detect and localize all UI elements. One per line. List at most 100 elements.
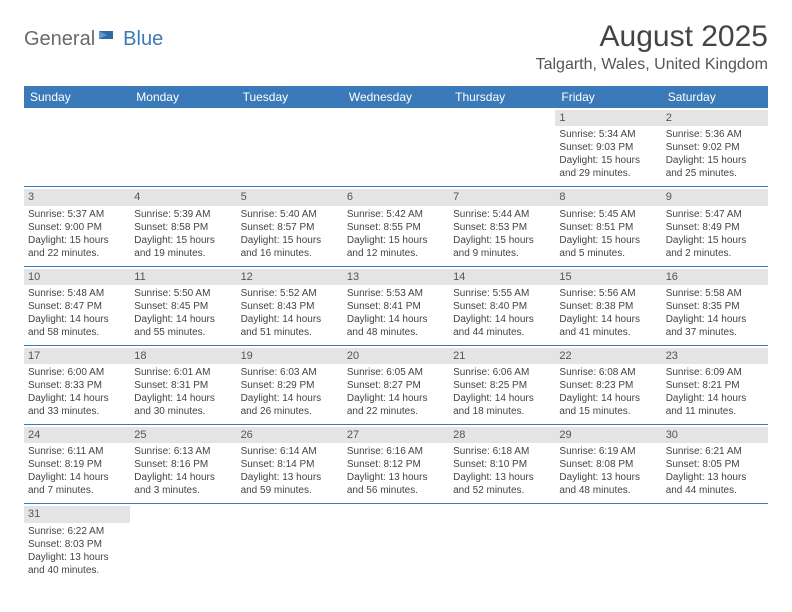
day-number: 25 bbox=[130, 427, 236, 443]
calendar-cell bbox=[449, 108, 555, 187]
day-detail-line: Sunrise: 5:39 AM bbox=[134, 208, 232, 221]
day-detail-line: Daylight: 15 hours bbox=[241, 234, 339, 247]
location: Talgarth, Wales, United Kingdom bbox=[536, 56, 768, 74]
day-detail-line: Sunset: 8:53 PM bbox=[453, 221, 551, 234]
day-detail-line: Sunset: 8:03 PM bbox=[28, 538, 126, 551]
day-detail-line: Daylight: 15 hours bbox=[666, 154, 764, 167]
calendar-cell: 12Sunrise: 5:52 AMSunset: 8:43 PMDayligh… bbox=[237, 266, 343, 345]
calendar-week-row: 24Sunrise: 6:11 AMSunset: 8:19 PMDayligh… bbox=[24, 425, 768, 504]
day-detail-line: Daylight: 14 hours bbox=[134, 392, 232, 405]
calendar-cell: 29Sunrise: 6:19 AMSunset: 8:08 PMDayligh… bbox=[555, 425, 661, 504]
day-detail-line: Daylight: 13 hours bbox=[666, 471, 764, 484]
day-number: 9 bbox=[662, 189, 768, 205]
day-detail-line: Daylight: 13 hours bbox=[28, 551, 126, 564]
day-number: 20 bbox=[343, 348, 449, 364]
calendar-cell: 4 Sunrise: 5:39 AMSunset: 8:58 PMDaylight… bbox=[130, 187, 236, 266]
calendar-cell: 27 Sunrise: 6:16 AMSunset: 8:12 PMDayligh… bbox=[343, 425, 449, 504]
day-detail-line: and 48 minutes. bbox=[347, 326, 445, 339]
calendar-cell: 1Sunrise: 5:34 AMSunset: 9:03 PMDaylight… bbox=[555, 108, 661, 187]
day-header-row: SundayMondayTuesdayWednesdayThursdayFrid… bbox=[24, 86, 768, 108]
day-detail-line: Sunset: 8:25 PM bbox=[453, 379, 551, 392]
day-detail-line: Sunset: 9:00 PM bbox=[28, 221, 126, 234]
day-detail-line: Sunrise: 6:11 AM bbox=[28, 445, 126, 458]
calendar-cell bbox=[237, 108, 343, 187]
day-detail-line: Sunrise: 6:21 AM bbox=[666, 445, 764, 458]
day-detail-line: Sunrise: 6:13 AM bbox=[134, 445, 232, 458]
day-detail-line: Sunrise: 6:16 AM bbox=[347, 445, 445, 458]
calendar-cell: 20Sunrise: 6:05 AMSunset: 8:27 PMDayligh… bbox=[343, 345, 449, 424]
calendar-cell: 19Sunrise: 6:03 AMSunset: 8:29 PMDayligh… bbox=[237, 345, 343, 424]
day-header: Thursday bbox=[449, 86, 555, 108]
day-number: 24 bbox=[24, 427, 130, 443]
calendar-cell: 14Sunrise: 5:55 AMSunset: 8:40 PMDayligh… bbox=[449, 266, 555, 345]
calendar-cell: 17Sunrise: 6:00 AMSunset: 8:33 PMDayligh… bbox=[24, 345, 130, 424]
day-detail-line: and 37 minutes. bbox=[666, 326, 764, 339]
logo-text-blue: Blue bbox=[123, 28, 163, 51]
day-detail-line: and 40 minutes. bbox=[28, 564, 126, 577]
day-detail-line: Sunset: 8:05 PM bbox=[666, 458, 764, 471]
day-detail-line: Sunrise: 6:01 AM bbox=[134, 366, 232, 379]
day-detail-line: and 15 minutes. bbox=[559, 405, 657, 418]
day-detail-line: Sunset: 8:58 PM bbox=[134, 221, 232, 234]
calendar-cell: 25Sunrise: 6:13 AMSunset: 8:16 PMDayligh… bbox=[130, 425, 236, 504]
day-detail-line: Daylight: 13 hours bbox=[347, 471, 445, 484]
calendar-cell bbox=[130, 108, 236, 187]
calendar-cell bbox=[343, 108, 449, 187]
calendar-cell: 24Sunrise: 6:11 AMSunset: 8:19 PMDayligh… bbox=[24, 425, 130, 504]
day-number: 28 bbox=[449, 427, 555, 443]
header: General Blue August 2025 Talgarth, Wales… bbox=[24, 20, 768, 74]
calendar-table: SundayMondayTuesdayWednesdayThursdayFrid… bbox=[24, 86, 768, 583]
day-detail-line: Daylight: 14 hours bbox=[28, 392, 126, 405]
day-detail-line: Daylight: 15 hours bbox=[134, 234, 232, 247]
day-number: 27 bbox=[343, 427, 449, 443]
calendar-cell: 21Sunrise: 6:06 AMSunset: 8:25 PMDayligh… bbox=[449, 345, 555, 424]
day-detail-line: Daylight: 14 hours bbox=[134, 313, 232, 326]
day-detail-line: Sunrise: 6:06 AM bbox=[453, 366, 551, 379]
day-number: 4 bbox=[130, 189, 236, 205]
day-detail-line: Sunset: 8:40 PM bbox=[453, 300, 551, 313]
calendar-week-row: 1Sunrise: 5:34 AMSunset: 9:03 PMDaylight… bbox=[24, 108, 768, 187]
day-detail-line: Daylight: 14 hours bbox=[559, 392, 657, 405]
day-header: Sunday bbox=[24, 86, 130, 108]
day-detail-line: Sunrise: 6:22 AM bbox=[28, 525, 126, 538]
day-detail-line: Sunset: 9:03 PM bbox=[559, 141, 657, 154]
day-detail-line: and 5 minutes. bbox=[559, 247, 657, 260]
day-detail-line: and 30 minutes. bbox=[134, 405, 232, 418]
day-number: 13 bbox=[343, 269, 449, 285]
day-detail-line: Sunset: 9:02 PM bbox=[666, 141, 764, 154]
day-detail-line: and 55 minutes. bbox=[134, 326, 232, 339]
day-detail-line: Sunrise: 6:18 AM bbox=[453, 445, 551, 458]
day-detail-line: Daylight: 15 hours bbox=[453, 234, 551, 247]
day-detail-line: Sunset: 8:12 PM bbox=[347, 458, 445, 471]
day-detail-line: Sunset: 8:55 PM bbox=[347, 221, 445, 234]
logo: General Blue bbox=[24, 20, 163, 51]
day-detail-line: Sunrise: 5:50 AM bbox=[134, 287, 232, 300]
calendar-cell: 22Sunrise: 6:08 AMSunset: 8:23 PMDayligh… bbox=[555, 345, 661, 424]
day-detail-line: and 56 minutes. bbox=[347, 484, 445, 497]
day-detail-line: Sunrise: 5:42 AM bbox=[347, 208, 445, 221]
day-number: 3 bbox=[24, 189, 130, 205]
calendar-cell bbox=[343, 504, 449, 583]
calendar-cell: 8Sunrise: 5:45 AMSunset: 8:51 PMDaylight… bbox=[555, 187, 661, 266]
day-detail-line: Daylight: 14 hours bbox=[666, 392, 764, 405]
day-number: 14 bbox=[449, 269, 555, 285]
day-detail-line: Daylight: 14 hours bbox=[666, 313, 764, 326]
day-detail-line: Sunset: 8:49 PM bbox=[666, 221, 764, 234]
calendar-cell bbox=[449, 504, 555, 583]
calendar-cell: 28Sunrise: 6:18 AMSunset: 8:10 PMDayligh… bbox=[449, 425, 555, 504]
day-detail-line: Sunrise: 5:48 AM bbox=[28, 287, 126, 300]
logo-text-general: General bbox=[24, 28, 95, 51]
day-number: 15 bbox=[555, 269, 661, 285]
calendar-cell: 9Sunrise: 5:47 AMSunset: 8:49 PMDaylight… bbox=[662, 187, 768, 266]
day-detail-line: and 41 minutes. bbox=[559, 326, 657, 339]
calendar-cell: 31Sunrise: 6:22 AMSunset: 8:03 PMDayligh… bbox=[24, 504, 130, 583]
day-detail-line: Sunset: 8:57 PM bbox=[241, 221, 339, 234]
day-detail-line: Sunset: 8:08 PM bbox=[559, 458, 657, 471]
day-number: 23 bbox=[662, 348, 768, 364]
day-detail-line: and 52 minutes. bbox=[453, 484, 551, 497]
day-detail-line: and 16 minutes. bbox=[241, 247, 339, 260]
day-detail-line: and 19 minutes. bbox=[134, 247, 232, 260]
day-detail-line: and 7 minutes. bbox=[28, 484, 126, 497]
day-detail-line: Sunrise: 5:53 AM bbox=[347, 287, 445, 300]
day-detail-line: Daylight: 15 hours bbox=[666, 234, 764, 247]
